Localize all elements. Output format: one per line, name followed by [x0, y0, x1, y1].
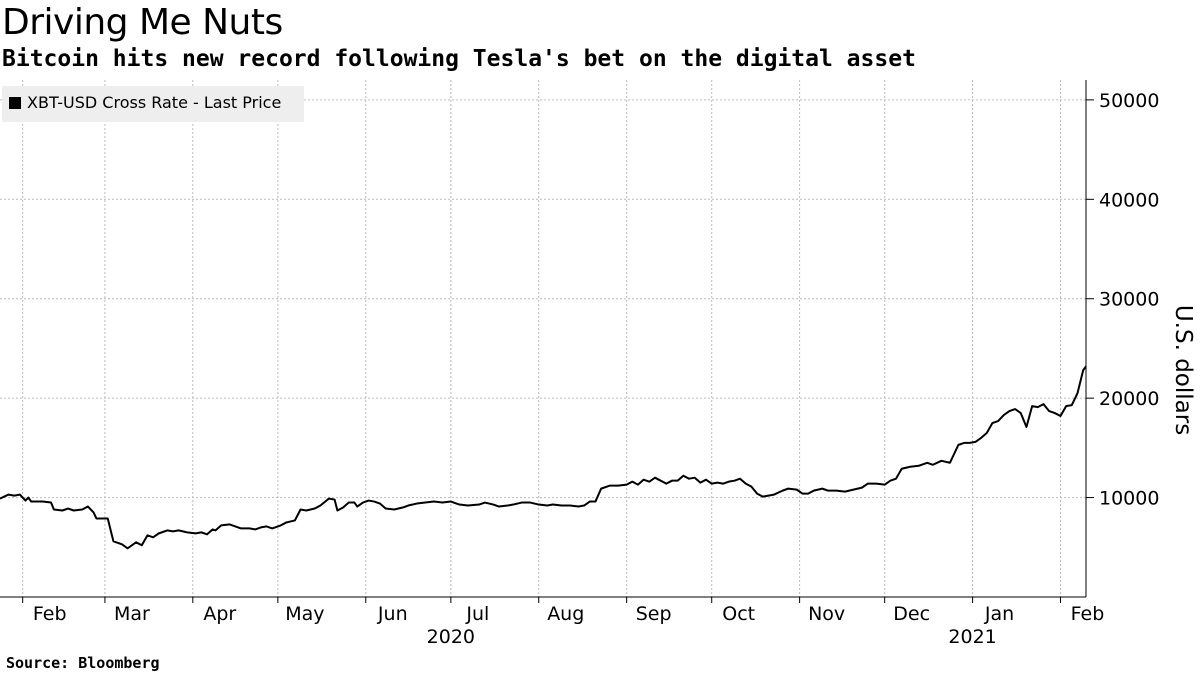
axes: Feb Mar Apr May Jun Jul Aug Sep Oct Nov Dec Jan Feb 1…: [0, 80, 1159, 648]
x-tick-label-jan-11: Jan: [984, 603, 1014, 625]
x-tick-label-nov-9: Nov: [808, 603, 845, 625]
x-tick-label-apr-2: Apr: [203, 603, 236, 625]
legend-label: XBT-USD Cross Rate - Last Price: [27, 93, 281, 112]
source-note: Source: Bloomberg: [6, 654, 160, 672]
x-tick-label-mar-1: Mar: [114, 603, 150, 625]
legend-background: [2, 86, 304, 122]
chart-subtitle: Bitcoin hits new record following Tesla'…: [2, 46, 916, 72]
x-tick-label-may-3: May: [285, 603, 324, 625]
y-tick-label-40000: 40000: [1099, 189, 1159, 211]
x-tick-label-oct-8: Oct: [722, 603, 755, 625]
chart-title: Driving Me Nuts: [2, 2, 283, 43]
legend-swatch: [9, 97, 21, 109]
y-tick-label-10000: 10000: [1099, 488, 1159, 510]
x-tick-label-dec-10: Dec: [893, 603, 930, 625]
y-tick-label-50000: 50000: [1099, 90, 1159, 112]
year-label-2020: 2020: [427, 626, 475, 648]
x-tick-label-sep-7: Sep: [636, 603, 672, 625]
x-tick-label-aug-6: Aug: [547, 603, 584, 625]
series-layer: [0, 365, 1087, 550]
x-tick-label-feb-12: Feb: [1071, 603, 1105, 625]
series-line-0: [0, 365, 1087, 550]
x-tick-label-feb-0: Feb: [33, 603, 67, 625]
legend: XBT-USD Cross Rate - Last Price: [2, 86, 304, 122]
y-axis-label: U.S. dollars: [1170, 305, 1196, 435]
x-tick-label-jun-4: Jun: [377, 603, 408, 625]
gridlines: [0, 80, 1086, 597]
year-label-2021: 2021: [948, 626, 996, 648]
y-tick-label-20000: 20000: [1099, 388, 1159, 410]
x-tick-label-jul-5: Jul: [465, 603, 489, 625]
y-tick-label-30000: 30000: [1099, 289, 1159, 311]
